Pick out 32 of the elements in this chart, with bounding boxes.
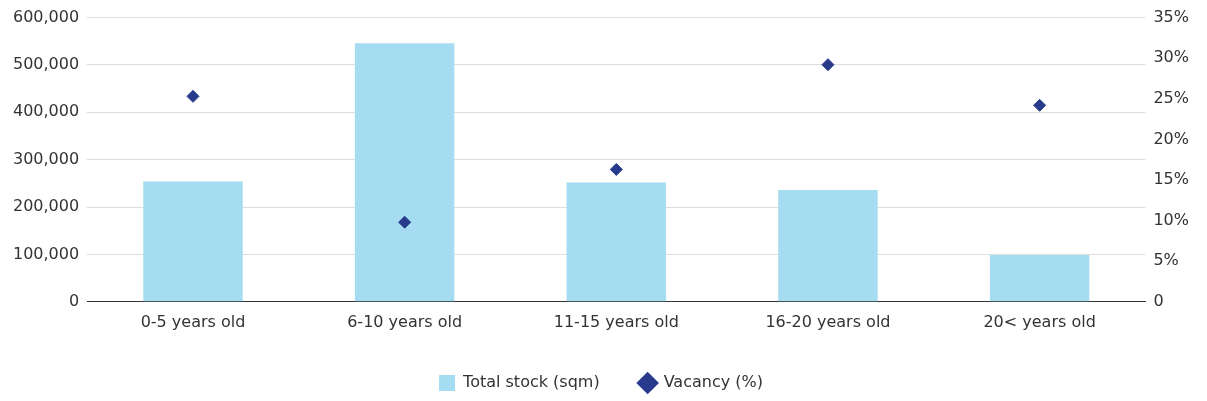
x-tick-label: 20< years old <box>983 311 1096 331</box>
point <box>609 162 623 176</box>
y-tick-label: 500,000 <box>12 54 80 74</box>
y-tick-label: 200,000 <box>12 196 80 216</box>
y2-tick-label: 20% <box>1153 128 1189 148</box>
point <box>1033 98 1047 112</box>
legend-label: Vacancy (%) <box>663 372 763 392</box>
legend-label: Total stock (sqm) <box>462 372 600 392</box>
point <box>398 215 412 229</box>
bar <box>354 43 455 302</box>
x-tick-label: 16-20 years old <box>765 311 891 331</box>
y-tick-label: 400,000 <box>12 101 80 121</box>
point <box>821 58 835 72</box>
point <box>186 89 200 103</box>
y-tick-label: 300,000 <box>12 148 80 168</box>
bar <box>989 254 1090 302</box>
x-tick-label: 0-5 years old <box>140 311 246 331</box>
x-tick-label: 6-10 years old <box>347 311 463 331</box>
y2-tick-label: 30% <box>1153 47 1189 67</box>
y2-tick-label: 0 <box>1153 290 1164 310</box>
y-tick-label: 600,000 <box>12 6 80 26</box>
y2-tick-label: 10% <box>1153 209 1189 229</box>
bar <box>778 190 878 302</box>
y2-tick-label: 35% <box>1153 6 1189 26</box>
y2-tick-label: 5% <box>1153 250 1179 270</box>
y-tick-label: 0 <box>68 290 80 310</box>
x-tick-label: 11-15 years old <box>553 311 679 331</box>
y-tick-label: 100,000 <box>12 243 80 263</box>
y2-tick-label: 25% <box>1153 87 1189 107</box>
bar <box>143 181 243 302</box>
bar <box>566 182 667 302</box>
y2-tick-label: 15% <box>1153 169 1189 189</box>
